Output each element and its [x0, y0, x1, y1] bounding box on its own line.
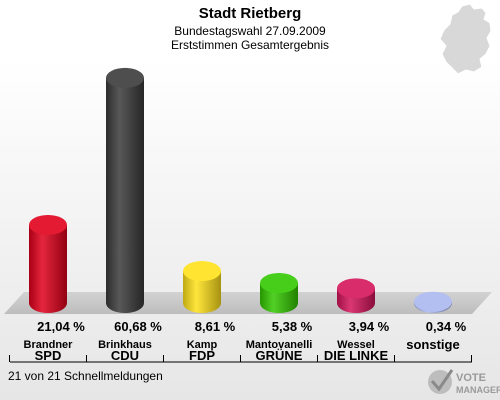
candidate-label: Mantovanelli: [246, 339, 313, 351]
bar-2: [106, 67, 144, 313]
value-label: 0,34 %: [426, 319, 467, 334]
value-label: 21,04 %: [37, 319, 85, 334]
bar-body: [29, 224, 67, 313]
value-label: 8,61 %: [195, 319, 236, 334]
party-label: SPD: [35, 348, 62, 363]
party-label: DIE LINKE: [324, 348, 389, 363]
value-label: 60,68 %: [114, 319, 162, 334]
election-subtitle: Bundestagswahl 27.09.2009: [174, 24, 326, 38]
bar-body: [183, 271, 221, 313]
party-label: sonstige: [406, 337, 459, 352]
checkmark-ballot-icon: [428, 370, 452, 394]
brand-name-line1: VOTE: [456, 372, 486, 384]
party-label: GRÜNE: [256, 348, 303, 363]
party-label: CDU: [111, 348, 139, 363]
bar-6: [414, 291, 452, 313]
bar-top: [337, 278, 375, 299]
bar-4: [260, 273, 298, 313]
bar-5: [337, 278, 375, 313]
candidate-label: Kamp: [187, 339, 218, 351]
candidate-label: Wessel: [337, 339, 375, 351]
page-title: Stadt Rietberg: [199, 5, 302, 22]
result-subtitle: Erststimmen Gesamtergebnis: [171, 38, 329, 52]
bar-1: [29, 214, 67, 313]
bar-body: [106, 77, 144, 313]
candidate-label: Brinkhaus: [98, 339, 152, 351]
germany-map-icon: [439, 3, 492, 75]
bar-top: [183, 261, 221, 282]
category-separators: [9, 355, 472, 362]
party-label: FDP: [189, 348, 215, 363]
bar-top: [106, 67, 144, 88]
value-label: 5,38 %: [272, 319, 313, 334]
votemanager-logo: VOTE MANAGER: [428, 369, 500, 395]
candidate-label: Brandner: [24, 339, 74, 351]
bar-3: [183, 261, 221, 313]
brand-name-line2: MANAGER: [456, 385, 500, 395]
bar-top: [29, 214, 67, 235]
value-label: 3,94 %: [349, 319, 390, 334]
bar-top: [414, 291, 452, 312]
report-status-note: 21 von 21 Schnellmeldungen: [8, 369, 163, 383]
value-labels-group: 21,04 % 60,68 % 8,61 % 5,38 % 3,94 % 0,34 %: [37, 319, 467, 334]
bar-top: [260, 273, 298, 294]
bars-group: [29, 67, 452, 313]
